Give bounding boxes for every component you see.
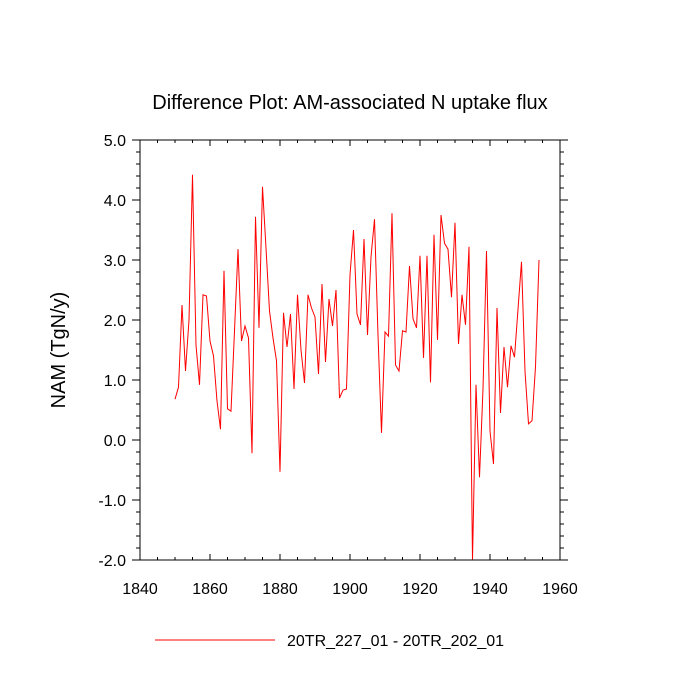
y-tick-label: 3.0 (104, 253, 126, 270)
y-tick-label: -2.0 (98, 553, 126, 570)
plot-frame (139, 139, 561, 561)
chart-title: Difference Plot: AM-associated N uptake … (152, 92, 547, 114)
series-line (174, 174, 540, 560)
x-tick-label: 1960 (542, 581, 578, 598)
y-tick-label: 4.0 (104, 193, 126, 210)
x-tick-label: 1880 (262, 581, 298, 598)
y-tick-label: 0.0 (104, 433, 126, 450)
x-tick-label: 1940 (472, 581, 508, 598)
x-tick-label: 1860 (192, 581, 228, 598)
y-tick-label: -1.0 (98, 493, 126, 510)
y-axis-label: NAM (TgN/y) (48, 292, 70, 409)
x-tick-label: 1900 (332, 581, 368, 598)
x-tick-label: 1920 (402, 581, 438, 598)
tick-labels: 1840 1860 1880 1900 1920 1940 1960 -2.0 -1.0 0.0 1… (98, 133, 577, 598)
y-tick-label: 2.0 (104, 313, 126, 330)
x-tick-label: 1840 (122, 581, 158, 598)
axis-ticks (132, 139, 568, 561)
legend-label: 20TR_227_01 - 20TR_202_01 (287, 633, 504, 650)
y-tick-label: 1.0 (104, 373, 126, 390)
y-tick-label: 5.0 (104, 133, 126, 150)
plot-area (174, 174, 540, 560)
legend: 20TR_227_01 - 20TR_202_01 (155, 633, 504, 650)
